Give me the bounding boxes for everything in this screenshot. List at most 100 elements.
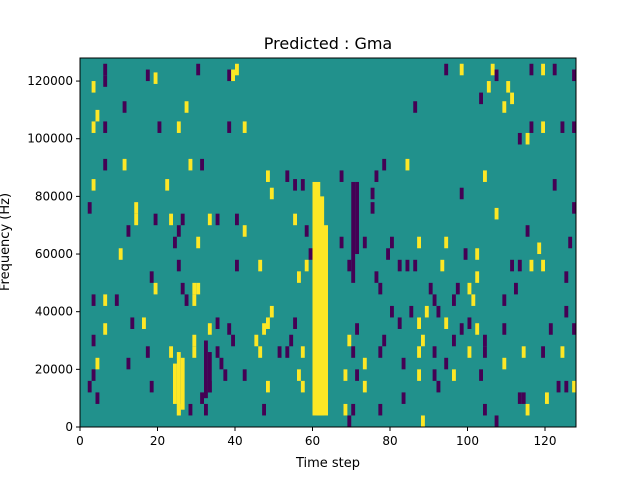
heatmap-cell	[227, 323, 232, 335]
heatmap-cell	[103, 294, 108, 306]
heatmap-cell	[502, 323, 507, 335]
heatmap-cell	[200, 158, 204, 171]
heatmap-cell	[355, 323, 359, 335]
heatmap-cell	[506, 81, 511, 93]
heatmap-cell	[103, 63, 108, 76]
heatmap-cell	[304, 259, 309, 272]
heatmap-cell	[169, 213, 173, 226]
heatmap-cell	[572, 202, 576, 214]
heatmap-cell	[525, 403, 530, 416]
heatmap-cell	[149, 380, 154, 393]
heatmap-cell	[405, 158, 410, 171]
heatmap-cell	[126, 357, 131, 370]
heatmap-cell	[153, 72, 158, 84]
heatmap-cell	[459, 63, 464, 76]
x-tick-label: 20	[150, 434, 165, 448]
heatmap-cell	[192, 282, 197, 295]
heatmap-cell	[200, 392, 204, 404]
heatmap-cell	[91, 179, 96, 191]
heatmap-cell	[122, 158, 127, 171]
heatmap-cell	[235, 213, 239, 226]
heatmap-area	[80, 58, 576, 427]
heatmap-cell	[483, 403, 487, 416]
heatmap-cell	[95, 392, 100, 404]
heatmap-cell	[386, 248, 390, 260]
heatmap-cell	[308, 248, 313, 260]
heatmap-cell	[459, 187, 464, 200]
heatmap-cell	[486, 81, 491, 93]
heatmap-cell	[467, 282, 472, 295]
heatmap-cell	[343, 403, 348, 416]
y-tick-label: 0	[65, 420, 73, 434]
heatmap-cell	[475, 271, 480, 283]
heatmap-cell	[227, 121, 232, 133]
heatmap-cell	[207, 380, 212, 393]
heatmap-cell	[564, 271, 569, 283]
heatmap-cell	[347, 259, 352, 272]
heatmap-cell	[514, 282, 518, 295]
heatmap-cell	[91, 369, 96, 381]
chart-title: Predicted : Gma	[264, 34, 392, 53]
heatmap-cell	[502, 294, 507, 306]
heatmap-cell	[157, 121, 162, 133]
heatmap-cell	[103, 323, 108, 335]
heatmap-cell	[572, 121, 576, 133]
heatmap-cell	[339, 236, 344, 249]
heatmap-cell	[560, 121, 565, 133]
heatmap-cell	[184, 101, 189, 113]
heatmap-cell	[180, 213, 185, 226]
heatmap-cell	[552, 63, 557, 76]
heatmap-cell	[242, 225, 247, 237]
heatmap-cell	[517, 392, 522, 404]
heatmap-cell	[103, 75, 108, 87]
heatmap-cell	[502, 357, 507, 370]
y-tick-label: 60000	[35, 247, 73, 261]
heatmap-cell	[227, 69, 232, 82]
heatmap-cell	[459, 323, 464, 335]
heatmap-cell	[134, 202, 139, 214]
x-tick-label: 0	[76, 434, 84, 448]
heatmap-cell	[471, 294, 476, 306]
heatmap-cell	[541, 259, 545, 272]
heatmap-cell	[118, 248, 123, 260]
heatmap-cell	[521, 346, 526, 358]
heatmap-cell	[463, 248, 468, 260]
heatmap-cell	[467, 317, 472, 329]
heatmap-cell	[390, 236, 394, 249]
heatmap-cell	[378, 282, 383, 295]
heatmap-cell	[176, 225, 181, 237]
heatmap-cell	[417, 346, 421, 358]
heatmap-cell	[401, 392, 406, 404]
heatmap-cell	[568, 236, 573, 249]
heatmap-cell	[405, 259, 410, 272]
heatmap-cell	[374, 271, 379, 283]
heatmap-cell	[545, 392, 549, 404]
heatmap-cell	[196, 63, 201, 76]
heatmap-band	[204, 340, 208, 399]
heatmap-cell	[196, 282, 201, 295]
heatmap-cell	[494, 415, 499, 427]
heatmap-cell	[521, 392, 526, 404]
heatmap-cell	[525, 225, 530, 237]
heatmap-cell	[444, 63, 449, 76]
y-tick-label: 120000	[27, 74, 73, 88]
heatmap-cell	[289, 334, 294, 347]
heatmap-cell	[529, 259, 534, 272]
heatmap-cell	[297, 369, 301, 381]
heatmap-cell	[169, 346, 173, 358]
heatmap-cell	[215, 213, 220, 226]
heatmap-cell	[285, 346, 290, 358]
heatmap-cell	[467, 346, 472, 358]
heatmap-cell	[87, 202, 92, 214]
heatmap-cell	[235, 63, 239, 76]
heatmap-cell	[91, 294, 96, 306]
heatmap-cell	[188, 403, 193, 416]
heatmap-cell	[122, 101, 127, 113]
heatmap-cell	[455, 282, 460, 295]
heatmap-cell	[293, 317, 297, 329]
heatmap-cell	[525, 132, 530, 145]
heatmap-cell	[293, 179, 297, 191]
heatmap-cell	[277, 346, 282, 358]
heatmap-cell	[95, 357, 100, 370]
heatmap-cell	[266, 170, 270, 182]
